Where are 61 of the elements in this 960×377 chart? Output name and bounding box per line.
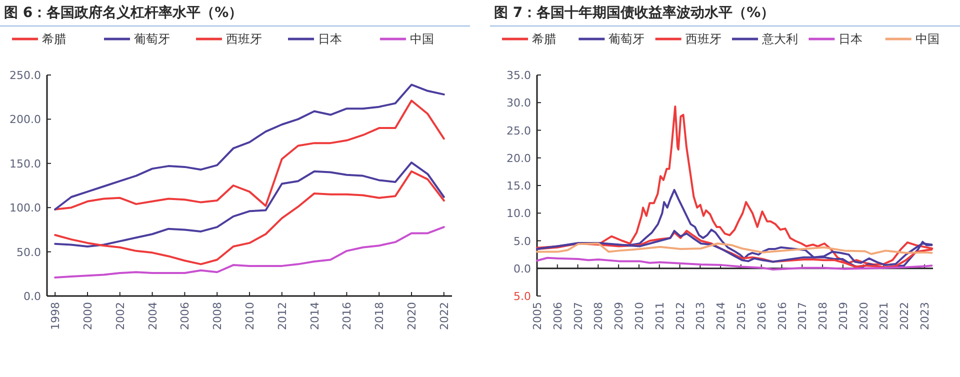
- legend-label: 中国: [410, 32, 434, 46]
- legend-label: 葡萄牙: [608, 32, 645, 46]
- y-tick-label: 30.0: [506, 96, 531, 110]
- legend-label: 西班牙: [685, 32, 722, 46]
- y-tick-label: 5.0: [514, 234, 531, 248]
- x-tick-label: 2008: [592, 302, 606, 330]
- y-tick-label: 0.0: [24, 290, 41, 303]
- y-tick-label: 250.0: [10, 69, 41, 82]
- x-tick-label: 2010: [632, 302, 646, 330]
- y-tick-label: 0.0: [514, 262, 531, 276]
- x-tick-label: 2018: [816, 302, 830, 330]
- x-tick-label: 2018: [373, 302, 386, 330]
- y-tick-label: 5.0: [514, 290, 531, 303]
- legend-label: 中国: [915, 32, 940, 46]
- x-tick-label: 2020: [857, 302, 870, 330]
- x-tick-label: 2017: [796, 302, 810, 330]
- x-tick-label: 2006: [178, 302, 192, 330]
- x-tick-label: 2015: [734, 302, 748, 330]
- x-tick-label: 2022: [898, 302, 912, 330]
- chart-title: 图 6：各国政府名义杠杆率水平（%）: [4, 4, 243, 21]
- y-tick-label: 100.0: [10, 202, 41, 215]
- x-tick-label: 2023: [918, 302, 932, 330]
- x-tick-label: 2004: [146, 302, 160, 330]
- y-tick-label: 10.0: [506, 207, 531, 220]
- x-tick-label: 2011: [653, 302, 666, 330]
- legend-label: 希腊: [532, 32, 556, 46]
- legend-label: 意大利: [761, 32, 798, 46]
- x-tick-label: 2007: [572, 302, 585, 330]
- x-tick-label: 2021: [878, 302, 891, 330]
- y-tick-label: 25.0: [506, 124, 531, 138]
- x-tick-label: 2013: [694, 302, 708, 330]
- x-tick-label: 2005: [531, 302, 544, 330]
- x-tick-label: 2008: [211, 302, 224, 330]
- y-tick-label: 20.0: [506, 152, 531, 165]
- x-tick-label: 2006: [551, 302, 564, 330]
- x-tick-label: 2010: [244, 302, 256, 330]
- legend-label: 日本: [318, 32, 342, 46]
- legend-label: 西班牙: [226, 32, 262, 46]
- legend-label: 希腊: [42, 32, 66, 46]
- legend-label: 葡萄牙: [134, 32, 170, 46]
- x-tick-label: 2016: [340, 302, 354, 330]
- x-tick-label: 2012: [276, 302, 289, 330]
- x-tick-label: 2020: [406, 302, 418, 330]
- y-tick-label: 50.0: [16, 246, 41, 259]
- x-tick-label: 2000: [82, 302, 94, 330]
- x-tick-label: 2014: [308, 302, 322, 330]
- x-tick-label: 2014: [714, 302, 728, 330]
- x-tick-label: 2016: [755, 302, 768, 330]
- x-tick-label: 2012: [674, 302, 687, 330]
- x-tick-label: 2022: [438, 302, 451, 330]
- chart-title: 图 7：各国十年期国债收益率波动水平（%）: [494, 4, 775, 21]
- y-tick-label: 15.0: [506, 180, 531, 192]
- x-tick-label: 2019: [836, 302, 850, 330]
- legend-label: 日本: [838, 32, 863, 46]
- x-tick-label: 2009: [612, 302, 626, 330]
- x-tick-label: 1998: [49, 302, 62, 330]
- y-tick-label: 35.0: [506, 69, 531, 82]
- x-tick-label: 2002: [114, 302, 127, 330]
- x-tick-label: 2016: [776, 302, 789, 330]
- y-tick-label: 200.0: [10, 113, 41, 126]
- y-tick-label: 150.0: [10, 157, 41, 170]
